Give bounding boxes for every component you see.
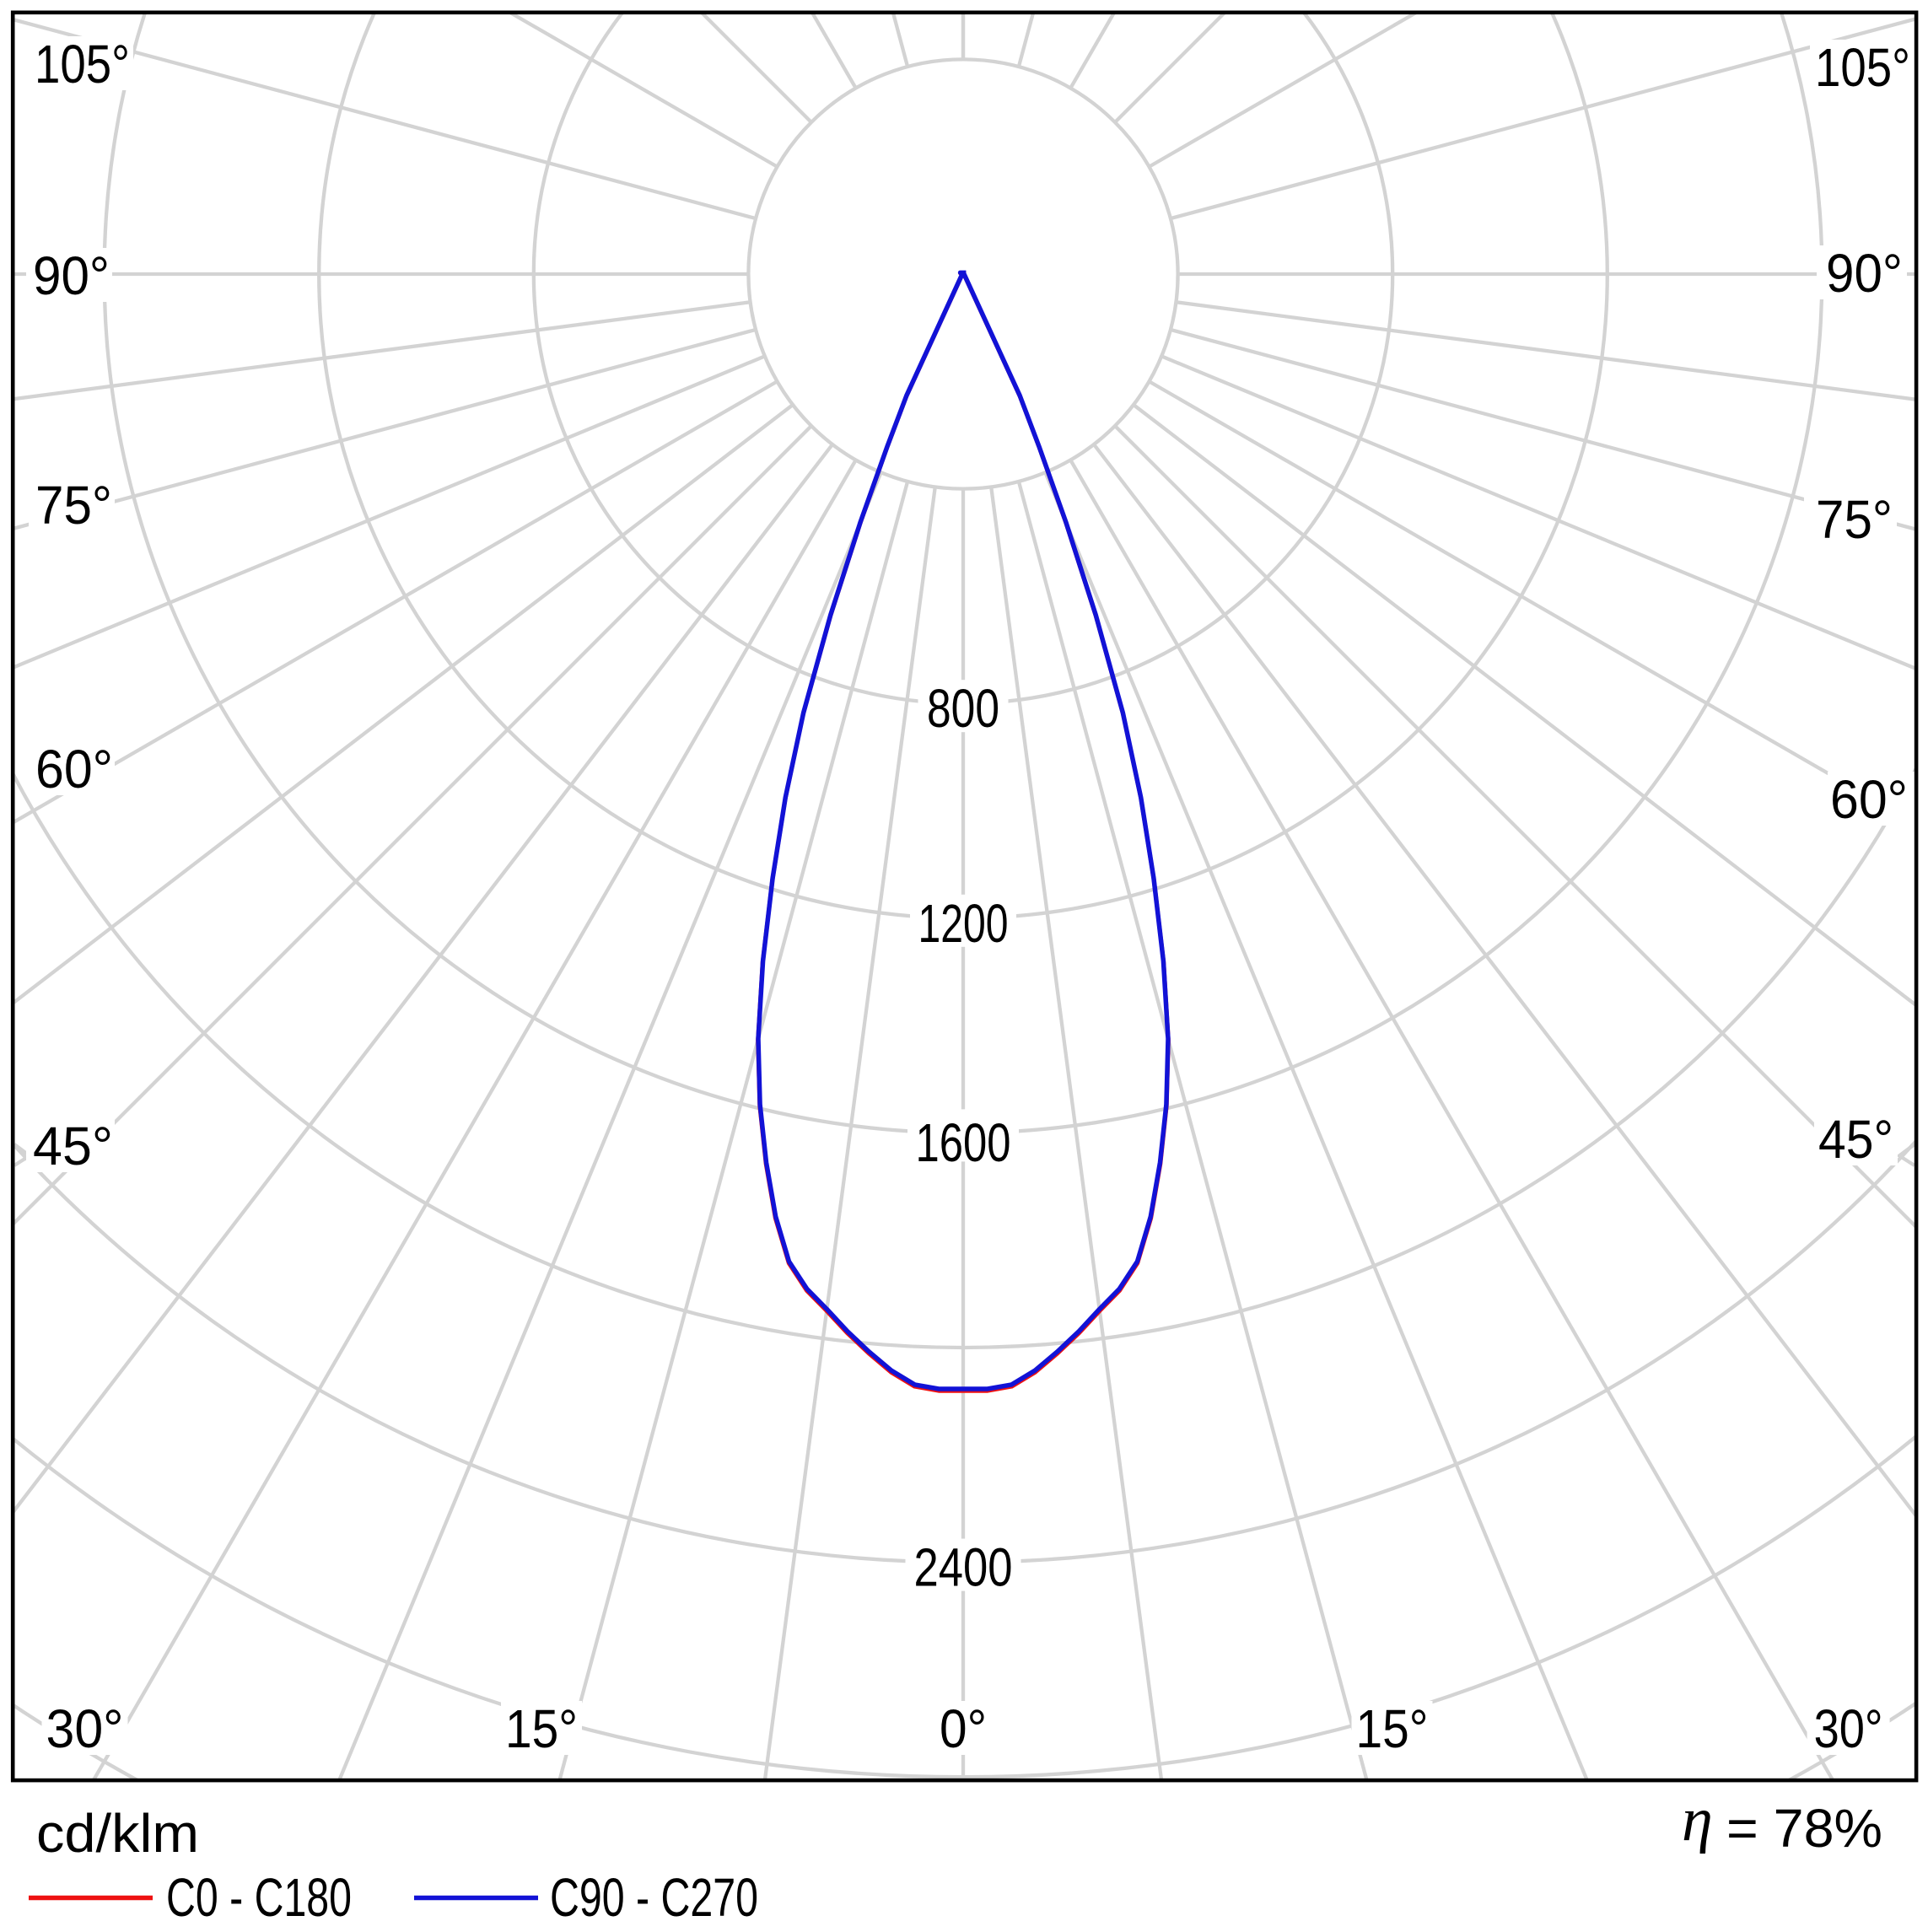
svg-text:60°: 60° bbox=[35, 739, 113, 799]
svg-text:90°: 90° bbox=[1826, 243, 1903, 304]
svg-text:75°: 75° bbox=[1816, 489, 1893, 550]
svg-text:30°: 30° bbox=[46, 1698, 124, 1759]
svg-text:105°: 105° bbox=[1815, 37, 1910, 98]
svg-text:η: η bbox=[1682, 1785, 1713, 1854]
svg-text:1200: 1200 bbox=[918, 893, 1009, 954]
svg-text:30°: 30° bbox=[1814, 1698, 1883, 1759]
svg-text:15°: 15° bbox=[1356, 1698, 1429, 1759]
svg-text:75°: 75° bbox=[35, 475, 112, 535]
svg-text:cd/klm: cd/klm bbox=[36, 1803, 199, 1864]
svg-text:105°: 105° bbox=[35, 34, 130, 94]
svg-text:15°: 15° bbox=[505, 1698, 578, 1759]
svg-text:90°: 90° bbox=[33, 245, 110, 306]
svg-text:= 78%: = 78% bbox=[1726, 1798, 1882, 1859]
svg-text:800: 800 bbox=[927, 678, 999, 739]
svg-text:C0 - C180: C0 - C180 bbox=[166, 1867, 352, 1928]
svg-text:45°: 45° bbox=[1818, 1109, 1893, 1170]
svg-text:C90 - C270: C90 - C270 bbox=[550, 1867, 758, 1928]
svg-text:0°: 0° bbox=[940, 1698, 987, 1759]
svg-text:2400: 2400 bbox=[914, 1537, 1013, 1598]
svg-text:60°: 60° bbox=[1830, 769, 1908, 830]
svg-text:45°: 45° bbox=[33, 1116, 113, 1176]
svg-text:1600: 1600 bbox=[916, 1112, 1011, 1173]
